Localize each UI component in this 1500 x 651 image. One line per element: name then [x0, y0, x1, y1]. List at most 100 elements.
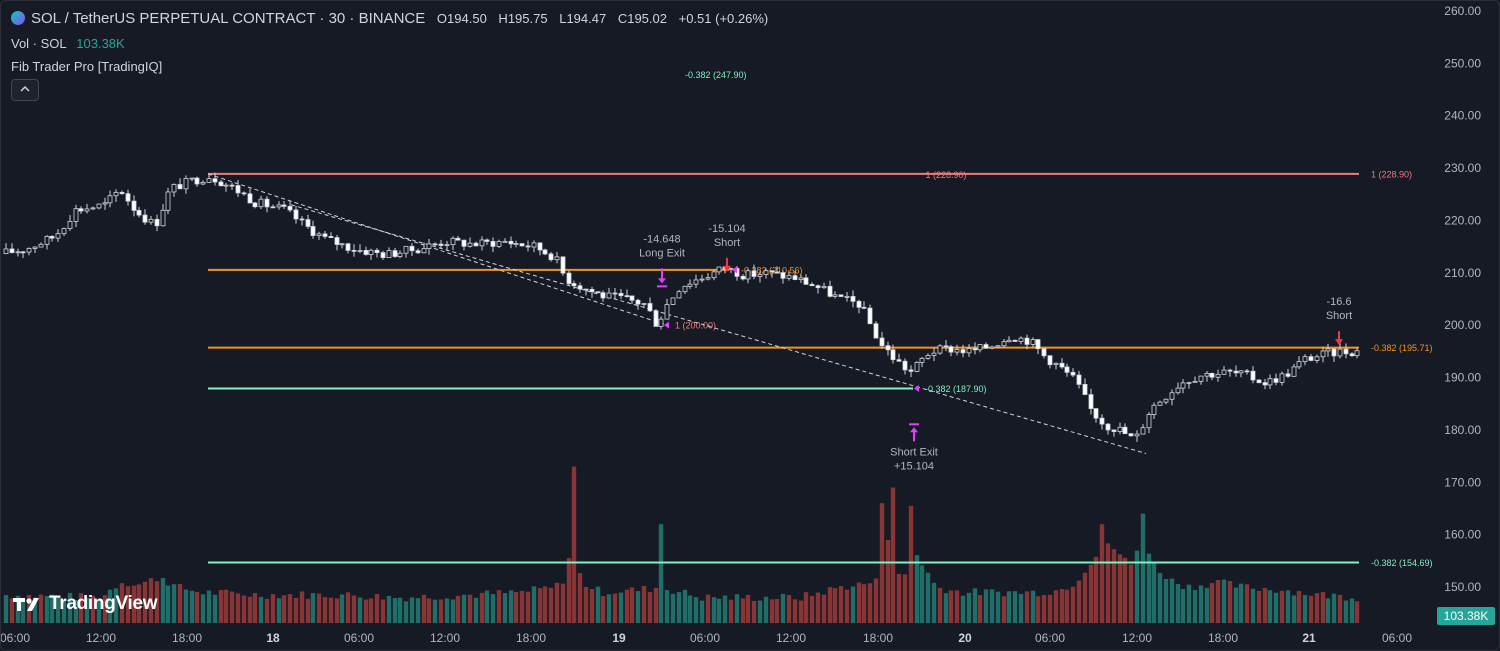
price-axis-tick: 210.00 [1444, 266, 1481, 280]
volume-bar [264, 598, 270, 623]
candle-body [374, 249, 380, 254]
volume-bar [937, 587, 943, 623]
volume-bar [247, 596, 253, 623]
candle-body [49, 235, 55, 239]
volume-bar [948, 590, 954, 623]
volume-bar [119, 583, 125, 623]
volume-bar [1314, 593, 1320, 623]
candle-body [206, 178, 212, 183]
volume-bar [740, 598, 746, 623]
candle-body [409, 245, 415, 252]
candle-body [1221, 369, 1227, 375]
volume-bar [1186, 584, 1192, 623]
volume-bar [1296, 590, 1302, 623]
trade-arrow-head [723, 265, 731, 272]
candle-body [641, 303, 647, 305]
candle-body [786, 275, 792, 279]
volume-bar [1215, 579, 1221, 623]
candle-body [1134, 433, 1140, 437]
candle-body [200, 181, 206, 185]
volume-bar [577, 573, 583, 623]
time-axis-tick: 12:00 [776, 631, 806, 645]
trend-line[interactable] [290, 204, 1147, 454]
indicator-name: Fib Trader Pro [TradingIQ] [11, 59, 163, 74]
tradingview-logo[interactable]: TradingView [13, 593, 158, 615]
candle-body [1006, 339, 1012, 343]
candle-body [26, 248, 32, 253]
candle-body [908, 369, 914, 372]
time-axis-tick: 06:00 [690, 631, 720, 645]
candle-body [803, 277, 809, 285]
volume-bar [386, 595, 392, 623]
volume-bar [1006, 591, 1012, 623]
candle-body [1128, 433, 1134, 437]
candle-body [606, 292, 612, 299]
volume-bar [519, 590, 525, 623]
candle-body [218, 181, 224, 187]
candle-body [1035, 339, 1041, 350]
candle-body [548, 253, 554, 261]
trend-line[interactable] [207, 173, 668, 326]
volume-bar [177, 584, 183, 623]
volume-legend[interactable]: Vol · SOL 103.38K [11, 36, 125, 51]
volume-bar [328, 597, 334, 623]
candle-body [1337, 348, 1343, 357]
volume-bar [1128, 564, 1134, 623]
candle-body [554, 256, 560, 261]
candle-body [67, 220, 73, 229]
volume-bar [508, 590, 514, 623]
volume-bar [183, 589, 189, 623]
candle-body [966, 348, 972, 354]
candle-body [229, 184, 235, 187]
candle-body [328, 236, 334, 239]
price-axis-tick: 200.00 [1444, 318, 1481, 332]
candle-body [751, 270, 757, 277]
collapse-legend-button[interactable] [11, 79, 39, 101]
candle-body [432, 243, 438, 246]
volume-bar [815, 592, 821, 623]
candle-body [194, 177, 200, 185]
trade-arrow-head [658, 278, 666, 284]
candle-body [235, 185, 241, 194]
volume-bar [218, 590, 224, 623]
price-axis-tick: 250.00 [1444, 56, 1481, 70]
volume-bar [484, 590, 490, 623]
volume-bar [1279, 590, 1285, 623]
candle-body [1343, 348, 1349, 355]
volume-bar [908, 505, 914, 623]
candle-body [687, 283, 693, 287]
volume-bar [357, 597, 363, 623]
candle-body [3, 248, 9, 255]
volume-bar [705, 594, 711, 623]
candle-body [658, 318, 664, 327]
volume-bar [461, 594, 467, 623]
volume-bar [305, 598, 311, 623]
volume-bar [107, 589, 113, 623]
price-axis-tick: 150.00 [1444, 580, 1481, 594]
volume-bar [890, 487, 896, 623]
indicator-legend[interactable]: Fib Trader Pro [TradingIQ] [11, 59, 162, 74]
volume-bar [351, 595, 357, 623]
trade-label-type: Short Exit [890, 446, 938, 458]
price-axis-tick: 160.00 [1444, 528, 1481, 542]
volume-bar [618, 592, 624, 623]
trade-label-value: +15.104 [894, 460, 934, 472]
volume-bar [1337, 594, 1343, 623]
volume-bar [983, 589, 989, 623]
candle-body [815, 285, 821, 289]
candle-body [745, 270, 751, 280]
volume-bar [1151, 562, 1157, 623]
candle-body [902, 360, 908, 371]
volume-bar [513, 592, 519, 623]
candle-body [583, 288, 589, 291]
trade-arrow-head [910, 427, 918, 433]
volume-bar [856, 582, 862, 623]
symbol-icon[interactable] [11, 11, 25, 25]
volume-bar [432, 599, 438, 623]
volume-bar [61, 599, 67, 623]
symbol-title[interactable]: SOL / TetherUS PERPETUAL CONTRACT · 30 ·… [31, 10, 426, 27]
fib-level-label: -0.382 (154.69) [1371, 558, 1433, 568]
time-axis-tick: 06:00 [1, 631, 30, 645]
